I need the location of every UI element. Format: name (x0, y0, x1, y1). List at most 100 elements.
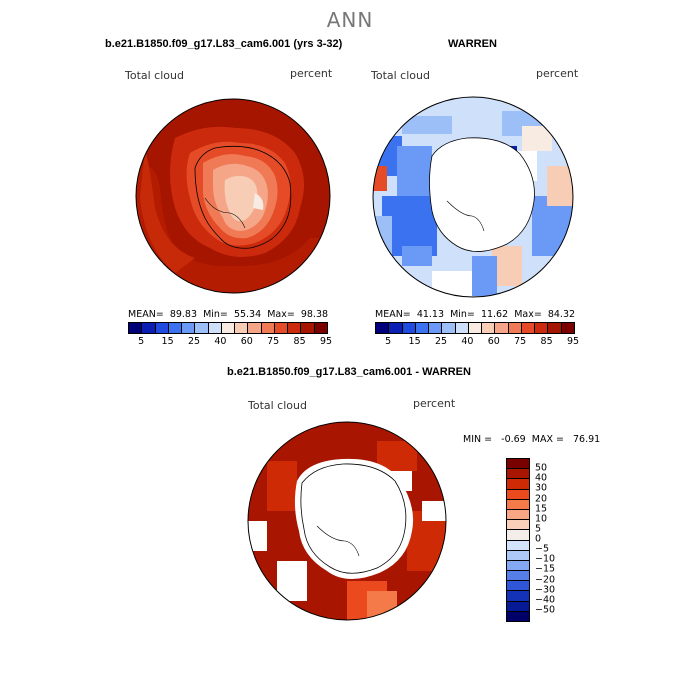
colorbar-swatch (507, 591, 529, 602)
colorbar-swatch (507, 509, 529, 521)
panel1-mean-value: 89.83 (169, 309, 198, 320)
colorbar-swatch (314, 323, 327, 333)
panel2-max-label: Max= (514, 309, 542, 320)
colorbar-tick-label: −30 (535, 584, 556, 596)
colorbar-swatch (274, 323, 289, 333)
panel2-mean-label: MEAN= (375, 309, 411, 320)
colorbar-swatch (507, 520, 529, 531)
colorbar-tick-label: −15 (535, 563, 556, 575)
colorbar-swatch (402, 323, 416, 333)
colorbar-swatch (507, 469, 529, 480)
panel1-colorbar-ticks: 5 15 25 40 60 75 85 95 (128, 336, 332, 350)
colorbar-swatch (248, 323, 262, 333)
colorbar-tick-label: 40 (535, 472, 548, 484)
colorbar-swatch (389, 323, 403, 333)
colorbar-tick-label: 40 (214, 336, 227, 347)
colorbar-tick-label: 60 (487, 336, 500, 347)
colorbar-tick-label: 30 (535, 482, 548, 494)
colorbar-tick-label: 60 (240, 336, 253, 347)
page-title: ANN (326, 8, 374, 32)
colorbar-tick-label: 85 (540, 336, 553, 347)
colorbar-swatch (507, 489, 529, 500)
colorbar-swatch (301, 323, 315, 333)
panel1-min-value: 55.34 (233, 309, 262, 320)
colorbar-swatch (507, 459, 529, 470)
colorbar-swatch (521, 323, 536, 333)
panel1-max-value: 98.38 (300, 309, 329, 320)
colorbar-tick-label: −10 (535, 553, 556, 565)
panel2-variable-label: Total cloud (371, 69, 430, 82)
panel1-units-label: percent (290, 67, 333, 80)
colorbar-tick-label: 40 (461, 336, 474, 347)
panel1-max-label: Max= (267, 309, 295, 320)
colorbar-tick-label: 75 (267, 336, 280, 347)
colorbar-swatch (507, 581, 529, 592)
colorbar-swatch (507, 499, 529, 510)
colorbar-tick-label: −5 (535, 543, 550, 555)
colorbar-swatch (507, 540, 529, 551)
colorbar-swatch (429, 323, 443, 333)
colorbar-swatch (288, 323, 302, 333)
colorbar-tick-label: 50 (535, 462, 548, 474)
colorbar-swatch (548, 323, 562, 333)
colorbar-tick-label: 95 (319, 336, 333, 347)
panel1-title: b.e21.B1850.f09_g17.L83_cam6.001 (yrs 3-… (105, 38, 343, 50)
panel3-title: b.e21.B1850.f09_g17.L83_cam6.001 - WARRE… (227, 366, 471, 378)
panel1-polar-map (135, 98, 331, 294)
panel2-colorbar (375, 322, 575, 334)
colorbar-swatch (507, 550, 529, 561)
colorbar-tick-label: 20 (535, 493, 548, 504)
colorbar-swatch (561, 323, 574, 333)
colorbar-tick-label: 15 (408, 336, 421, 347)
colorbar-swatch (208, 323, 222, 333)
colorbar-swatch (168, 323, 183, 333)
colorbar-swatch (442, 323, 456, 333)
panel2-max-value: 84.32 (547, 309, 576, 320)
colorbar-swatch (195, 323, 209, 333)
colorbar-tick-label: 15 (535, 503, 548, 515)
panel1-stats: MEAN= 89.83 Min= 55.34 Max= 98.38 (128, 309, 328, 320)
colorbar-tick-label: 5 (535, 523, 542, 535)
colorbar-tick-label: −40 (535, 594, 556, 606)
colorbar-swatch (508, 323, 522, 333)
colorbar-swatch (507, 560, 529, 572)
colorbar-swatch (235, 323, 249, 333)
panel1-colorbar (128, 322, 328, 334)
colorbar-tick-label: 95 (566, 336, 580, 347)
panel3-colorbar-ticks: 50 40 30 20 15 10 5 0 −5 −10 −15 −20 −30 −40 −50 (535, 458, 575, 622)
colorbar-swatch (182, 323, 196, 333)
colorbar-swatch (507, 601, 529, 612)
panel2-mean-value: 41.13 (416, 309, 445, 320)
colorbar-swatch (495, 323, 509, 333)
panel2-polar-map (372, 96, 574, 298)
colorbar-swatch (507, 571, 529, 582)
colorbar-tick-label: 25 (187, 336, 201, 347)
panel3-polar-map (247, 421, 447, 621)
colorbar-tick-label: 5 (138, 336, 145, 347)
panel2-colorbar-ticks: 5 15 25 40 60 75 85 95 (375, 336, 579, 350)
colorbar-swatch (142, 323, 156, 333)
colorbar-swatch (507, 611, 529, 621)
colorbar-tick-label: 10 (535, 513, 548, 525)
colorbar-swatch (468, 323, 483, 333)
colorbar-tick-label: 25 (434, 336, 448, 347)
colorbar-tick-label: 5 (385, 336, 392, 347)
colorbar-tick-label: −20 (535, 574, 556, 585)
panel2-min-label: Min= (450, 309, 475, 320)
colorbar-swatch (535, 323, 549, 333)
colorbar-swatch (482, 323, 496, 333)
colorbar-swatch (129, 323, 143, 333)
colorbar-swatch (261, 323, 275, 333)
panel2-min-value: 11.62 (480, 309, 509, 320)
colorbar-swatch (507, 479, 529, 490)
panel2-stats: MEAN= 41.13 Min= 11.62 Max= 84.32 (375, 309, 575, 320)
panel3-variable-label: Total cloud (248, 399, 307, 412)
colorbar-swatch (221, 323, 236, 333)
colorbar-tick-label: 0 (535, 533, 542, 545)
panel3-colorbar (506, 458, 530, 622)
panel3-minmax: MIN = -0.69 MAX = 76.91 (463, 434, 601, 445)
panel2-title: WARREN (448, 38, 497, 50)
panel1-min-label: Min= (203, 309, 228, 320)
colorbar-swatch (415, 323, 430, 333)
colorbar-tick-label: 75 (514, 336, 527, 347)
